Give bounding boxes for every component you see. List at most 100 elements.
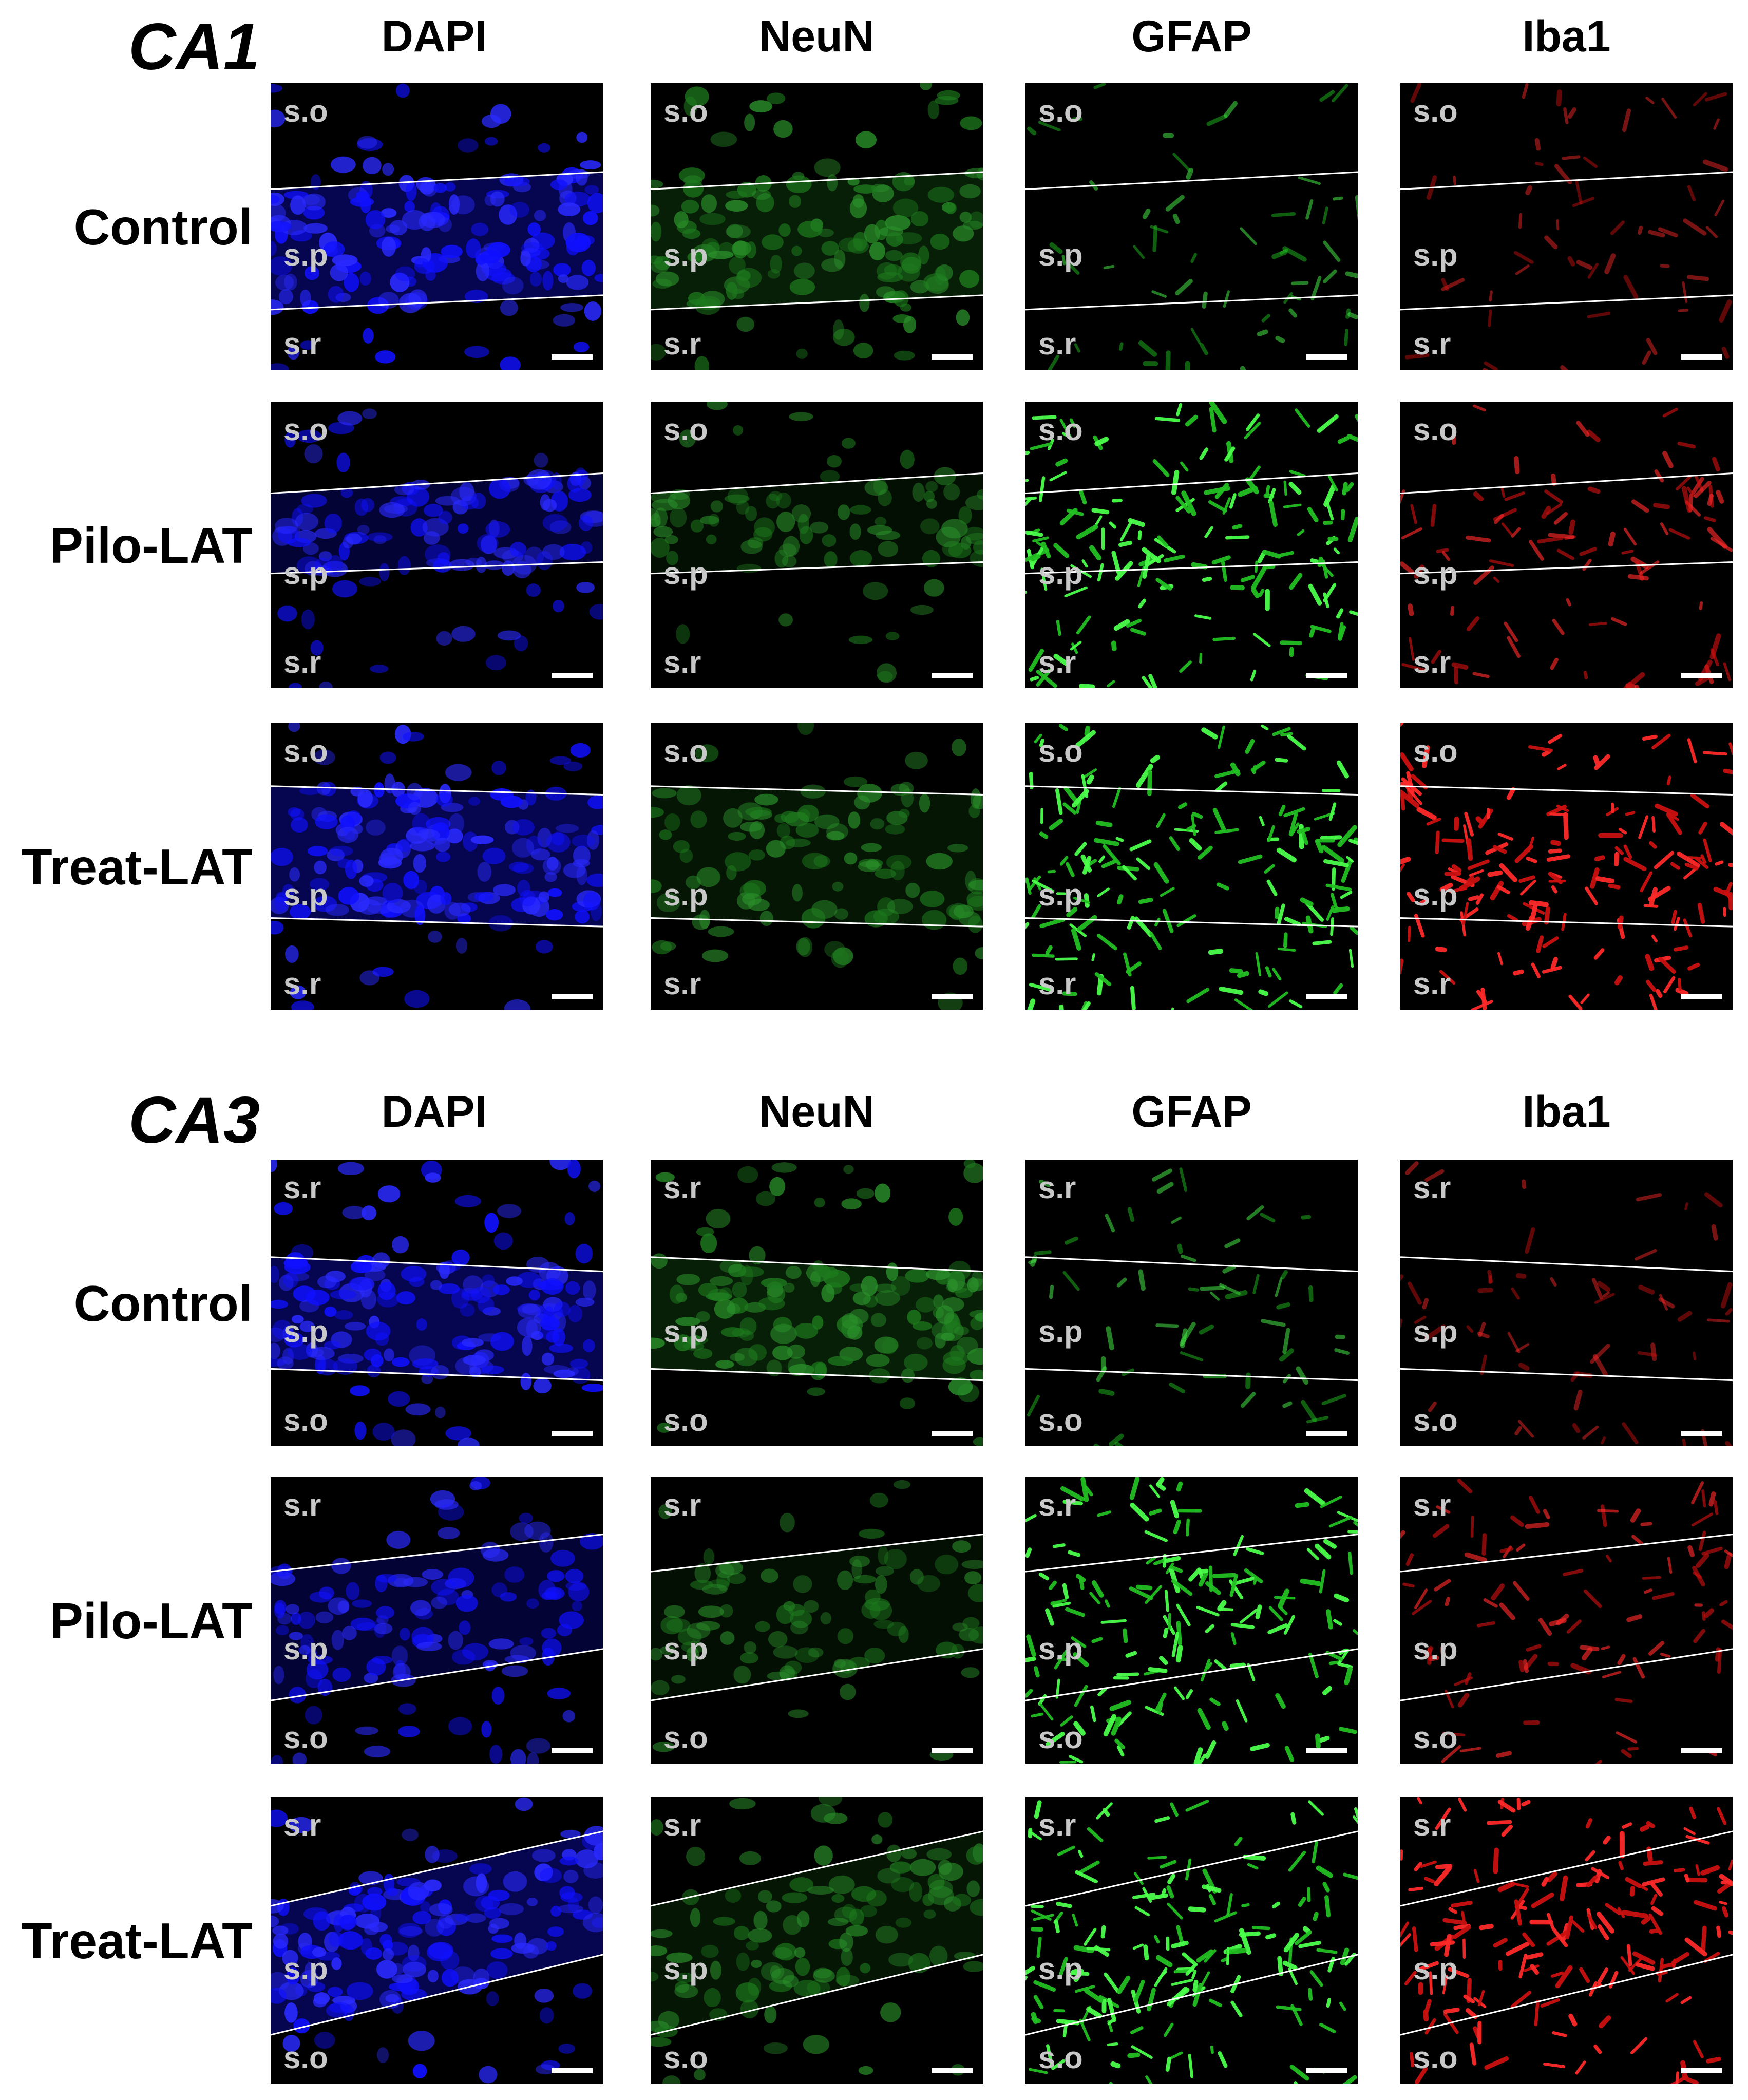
process (1079, 489, 1087, 505)
layer-label: s.r (1038, 1808, 1076, 1842)
process (1717, 1807, 1727, 1825)
nucleus (292, 1752, 307, 1764)
nucleus (875, 517, 886, 527)
nucleus (864, 480, 888, 496)
process (1654, 469, 1664, 483)
process (1518, 875, 1535, 883)
process (1622, 108, 1631, 133)
nucleus (780, 1512, 795, 1533)
nucleus (350, 1385, 370, 1396)
process (1297, 827, 1311, 834)
nucleus (344, 1321, 366, 1331)
layer-label: s.r (663, 645, 701, 679)
process (1175, 1644, 1183, 1663)
nucleus (814, 158, 841, 177)
nucleus (370, 664, 389, 673)
nucleus (740, 1265, 753, 1286)
process (1030, 1904, 1044, 1908)
process (1323, 1539, 1337, 1549)
nucleus (304, 444, 323, 464)
process (1728, 1930, 1733, 1935)
process (1097, 1687, 1107, 1697)
nucleus (783, 1282, 795, 1293)
process (1597, 1924, 1609, 1940)
nucleus (841, 1198, 862, 1210)
process (1052, 1543, 1066, 1548)
nucleus (929, 1945, 948, 1966)
process (1616, 1731, 1638, 1744)
process (1031, 1712, 1044, 1718)
process (1219, 986, 1244, 995)
layer-label: s.p (1038, 1952, 1083, 1986)
process (1631, 1535, 1643, 1545)
process (1071, 1636, 1087, 1649)
process (1518, 1660, 1525, 1673)
process (1110, 2061, 1121, 2069)
nucleus (476, 261, 490, 281)
nucleus (584, 301, 601, 321)
nucleus (392, 1357, 410, 1367)
process (1049, 818, 1063, 830)
nucleus (782, 1975, 799, 1988)
process (1540, 1998, 1560, 2008)
nucleus (959, 211, 972, 223)
nucleus (967, 1277, 979, 1293)
nucleus (564, 1212, 575, 1225)
nucleus (886, 232, 903, 247)
process (1029, 771, 1034, 789)
process (1267, 991, 1288, 1008)
layer-label: s.o (283, 94, 328, 128)
process (1537, 536, 1564, 544)
nucleus (920, 518, 940, 535)
nucleus (651, 1819, 663, 1836)
process (1701, 1546, 1723, 1556)
nucleus (535, 2064, 556, 2075)
nucleus (715, 1360, 734, 1369)
process (1581, 1647, 1593, 1660)
nucleus (933, 1294, 944, 1309)
nucleus (474, 892, 493, 902)
nucleus (271, 1342, 281, 1359)
nucleus (948, 542, 972, 559)
nucleus (490, 1948, 513, 1959)
nucleus (588, 1180, 601, 1193)
nucleus (795, 1957, 810, 1976)
nucleus (360, 195, 371, 213)
row-label: Treat-LAT (22, 839, 253, 895)
nucleus (271, 921, 284, 935)
process (1428, 1655, 1439, 1661)
process (1678, 309, 1689, 313)
process (1132, 1943, 1144, 1950)
process (1251, 566, 1267, 590)
nucleus (696, 1621, 720, 1631)
nucleus (739, 1851, 762, 1865)
process (1458, 876, 1480, 892)
nucleus (797, 937, 813, 957)
signal (1025, 724, 1358, 1010)
nucleus (384, 1348, 394, 1361)
nucleus (438, 510, 452, 524)
process (1599, 2015, 1611, 2029)
nucleus (947, 843, 968, 853)
process (1229, 1662, 1246, 1669)
nucleus (733, 1666, 751, 1684)
scale-bar (1681, 1431, 1722, 1436)
process (1510, 1515, 1524, 1527)
nucleus (785, 1265, 802, 1279)
nucleus (296, 429, 322, 443)
layer-boundary (1400, 1954, 1733, 2036)
layer-boundary (270, 171, 603, 190)
nucleus (790, 1620, 808, 1635)
nucleus (820, 1612, 831, 1625)
process (1597, 1281, 1611, 1292)
micrograph-panel: s.rs.ps.o (270, 1477, 603, 1764)
nucleus (651, 1680, 670, 1696)
process (1076, 615, 1091, 635)
nucleus (848, 1657, 870, 1670)
nucleus (478, 1297, 495, 1313)
process (1282, 246, 1307, 262)
process (1025, 591, 1028, 594)
nucleus (435, 852, 451, 862)
process (1583, 156, 1598, 168)
layer-label: s.o (1413, 94, 1458, 128)
